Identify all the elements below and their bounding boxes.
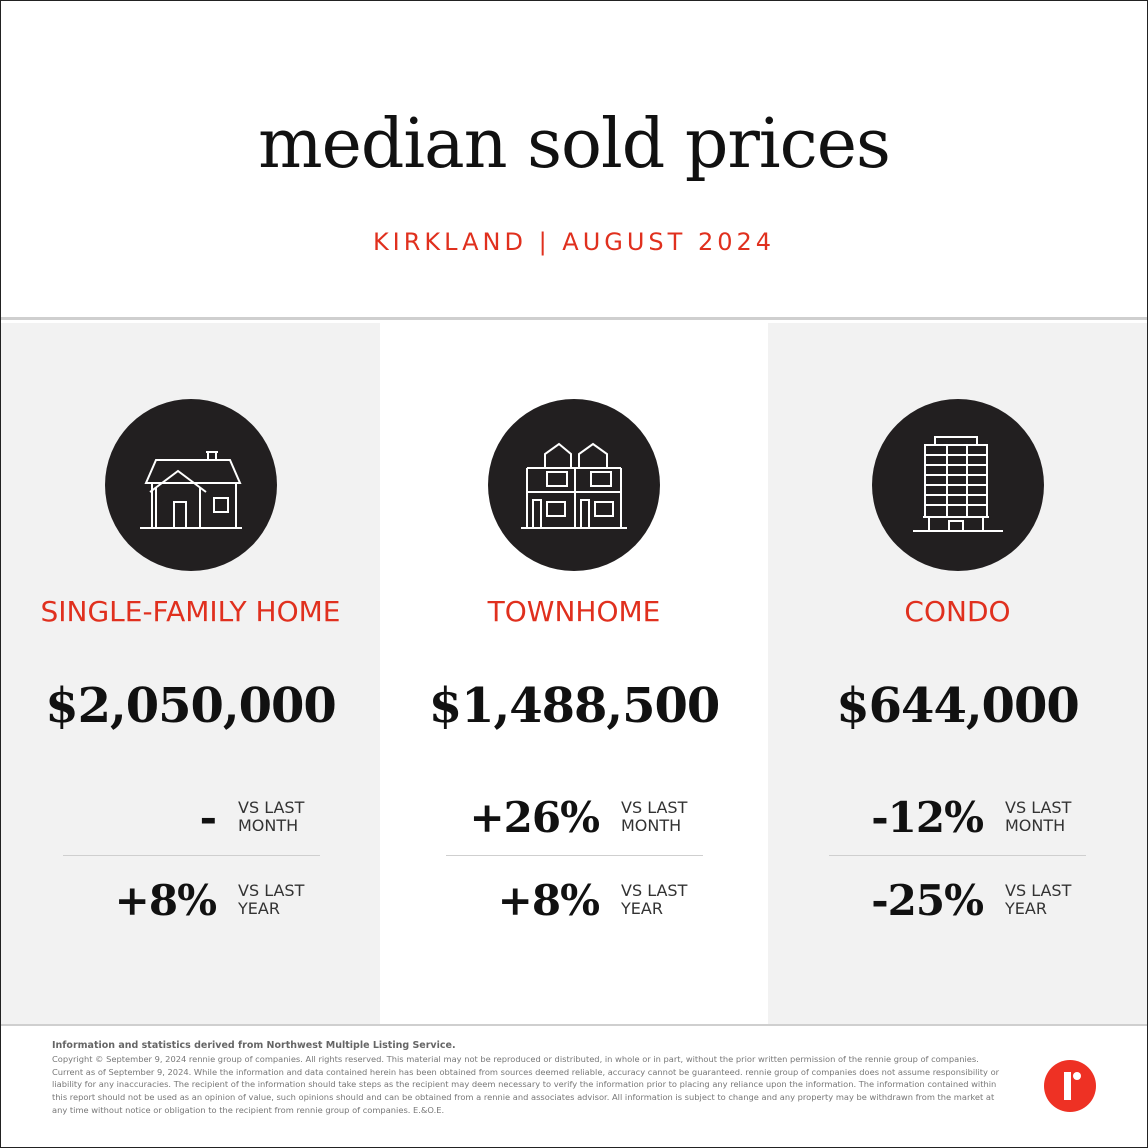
median-price: $644,000 xyxy=(836,678,1080,734)
column-townhome: TOWNHOME $1,488,500 +26% VS LAST MONTH +… xyxy=(380,323,768,1024)
page-title: median sold prices xyxy=(258,105,891,184)
category-label: SINGLE-FAMILY HOME xyxy=(40,595,341,628)
month-change-row: +26% VS LAST MONTH xyxy=(380,788,768,848)
year-change-value: +8% xyxy=(114,876,217,925)
footer: Information and statistics derived from … xyxy=(0,1024,1148,1148)
year-change-row: +8% VS LAST YEAR xyxy=(380,871,768,931)
month-change-value: - xyxy=(199,793,217,842)
median-price: $1,488,500 xyxy=(428,678,721,734)
year-change-row: +8% VS LAST YEAR xyxy=(1,871,380,931)
disclaimer: Copyright © September 9, 2024 rennie gro… xyxy=(52,1054,1000,1115)
column-single-family: SINGLE-FAMILY HOME $2,050,000 - VS LAST … xyxy=(1,323,380,1024)
header: median sold prices KIRKLAND | AUGUST 202… xyxy=(0,0,1148,320)
rennie-logo xyxy=(1044,1060,1096,1112)
column-condo: CONDO $644,000 -12% VS LAST MONTH -25% V… xyxy=(768,323,1147,1024)
year-change-label: VS LAST YEAR xyxy=(238,881,305,918)
month-change-row: - VS LAST MONTH xyxy=(1,788,380,848)
source-note: Information and statistics derived from … xyxy=(52,1040,456,1051)
month-change-value: +26% xyxy=(469,793,600,842)
divider xyxy=(63,855,320,856)
month-change-label: VS LAST MONTH xyxy=(1005,798,1072,835)
page-subtitle: KIRKLAND | AUGUST 2024 xyxy=(372,228,776,256)
house-icon xyxy=(104,399,277,571)
year-change-value: -25% xyxy=(871,876,984,925)
month-change-label: VS LAST MONTH xyxy=(621,798,688,835)
year-change-label: VS LAST YEAR xyxy=(1005,881,1072,918)
condo-building-icon xyxy=(871,399,1044,571)
median-price: $2,050,000 xyxy=(45,678,337,734)
divider xyxy=(829,855,1086,856)
month-change-row: -12% VS LAST MONTH xyxy=(768,788,1147,848)
category-label: CONDO xyxy=(904,595,1011,628)
month-change-label: VS LAST MONTH xyxy=(238,798,305,835)
category-label: TOWNHOME xyxy=(487,595,661,628)
month-change-value: -12% xyxy=(871,793,984,842)
townhome-icon xyxy=(488,399,660,571)
divider xyxy=(446,855,703,856)
year-change-label: VS LAST YEAR xyxy=(621,881,688,918)
year-change-value: +8% xyxy=(497,876,600,925)
year-change-row: -25% VS LAST YEAR xyxy=(768,871,1147,931)
